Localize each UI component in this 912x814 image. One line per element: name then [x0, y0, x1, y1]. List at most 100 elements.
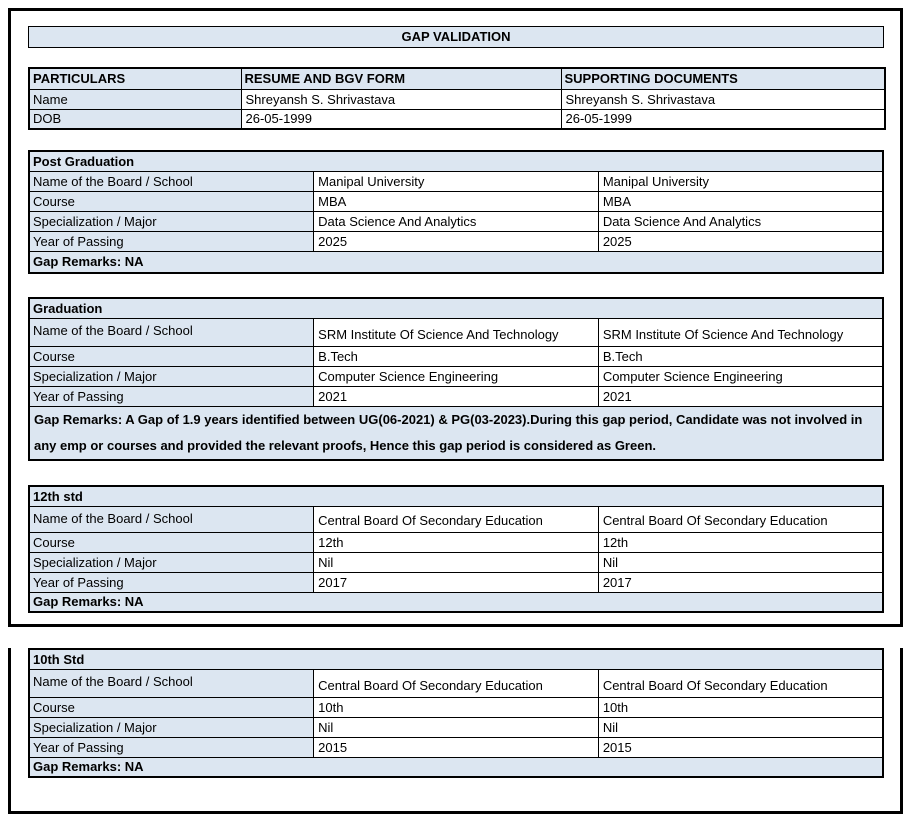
- resume-value-cell: Data Science And Analytics: [313, 210, 599, 232]
- supporting-value-cell: Data Science And Analytics: [597, 210, 884, 232]
- section-table-post-graduation: Post Graduation Name of the Board / Scho…: [28, 150, 884, 274]
- resume-value-cell: 12th: [313, 531, 599, 553]
- gap-remarks-row: Gap Remarks: NA: [28, 756, 884, 778]
- resume-value-cell: 2021: [313, 385, 599, 407]
- row-label-cell: Year of Passing: [28, 571, 315, 593]
- table-row: Name Shreyansh S. Shrivastava Shreyansh …: [28, 88, 886, 110]
- section-table-10th-std: 10th Std Name of the Board / School Cent…: [28, 648, 884, 778]
- table-row: Specialization / Major Nil Nil: [28, 716, 884, 738]
- resume-value-cell: 2025: [313, 230, 599, 252]
- table-row: Course B.Tech B.Tech: [28, 345, 884, 367]
- supporting-value-cell: 26-05-1999: [560, 108, 886, 130]
- row-label-cell: Year of Passing: [28, 736, 315, 758]
- resume-value-cell: 2017: [313, 571, 599, 593]
- gap-remarks-row: Gap Remarks: A Gap of 1.9 years identifi…: [28, 405, 884, 461]
- resume-value-cell: SRM Institute Of Science And Technology: [313, 317, 599, 347]
- supporting-value-cell: 2021: [597, 385, 884, 407]
- row-label-cell: Name of the Board / School: [28, 668, 315, 698]
- section-title-cell: 10th Std: [28, 648, 884, 670]
- row-label-cell: Name: [28, 88, 242, 110]
- section-title-cell: 12th std: [28, 485, 884, 507]
- supporting-value-cell: 2025: [597, 230, 884, 252]
- supporting-value-cell: Central Board Of Secondary Education: [597, 505, 884, 533]
- row-label-cell: Course: [28, 531, 315, 553]
- row-label-cell: Specialization / Major: [28, 365, 315, 387]
- row-label-cell: Course: [28, 345, 315, 367]
- row-label-cell: DOB: [28, 108, 242, 130]
- section-table-graduation: Graduation Name of the Board / School SR…: [28, 297, 884, 461]
- resume-value-cell: 26-05-1999: [240, 108, 562, 130]
- section-title-cell: Post Graduation: [28, 150, 884, 172]
- resume-value-cell: Nil: [313, 551, 599, 573]
- row-label-cell: Name of the Board / School: [28, 317, 315, 347]
- page: { "page": { "title": "GAP VALIDATION" },…: [0, 8, 912, 814]
- row-label-cell: Year of Passing: [28, 230, 315, 252]
- supporting-value-cell: Nil: [597, 551, 884, 573]
- resume-value-cell: Nil: [313, 716, 599, 738]
- table-row: Name of the Board / School SRM Institute…: [28, 317, 884, 347]
- resume-value-cell: MBA: [313, 190, 599, 212]
- table-row: Course 10th 10th: [28, 696, 884, 718]
- gap-remark-cell: Gap Remarks: NA: [28, 756, 884, 778]
- resume-value-cell: Shreyansh S. Shrivastava: [240, 88, 562, 110]
- section-table-12th-std: 12th std Name of the Board / School Cent…: [28, 485, 884, 613]
- table-row: Name of the Board / School Manipal Unive…: [28, 170, 884, 192]
- resume-value-cell: 2015: [313, 736, 599, 758]
- section-title-row: 12th std: [28, 485, 884, 507]
- table-row: Year of Passing 2021 2021: [28, 385, 884, 407]
- row-label-cell: Specialization / Major: [28, 210, 315, 232]
- row-label-cell: Name of the Board / School: [28, 170, 315, 192]
- supporting-value-cell: 12th: [597, 531, 884, 553]
- row-label-cell: Course: [28, 696, 315, 718]
- section-title-row: Graduation: [28, 297, 884, 319]
- column-header-particulars: PARTICULARS: [28, 67, 242, 90]
- gap-remark-cell: Gap Remarks: NA: [28, 591, 884, 613]
- supporting-value-cell: Nil: [597, 716, 884, 738]
- supporting-value-cell: Shreyansh S. Shrivastava: [560, 88, 886, 110]
- table-row: Year of Passing 2025 2025: [28, 230, 884, 252]
- particulars-table: PARTICULARS RESUME AND BGV FORM SUPPORTI…: [28, 67, 886, 130]
- gap-remark-cell: Gap Remarks: A Gap of 1.9 years identifi…: [28, 405, 884, 461]
- page-title-text: GAP VALIDATION: [401, 29, 511, 44]
- table-header-row: PARTICULARS RESUME AND BGV FORM SUPPORTI…: [28, 67, 886, 90]
- supporting-value-cell: MBA: [597, 190, 884, 212]
- resume-value-cell: Manipal University: [313, 170, 599, 192]
- resume-value-cell: B.Tech: [313, 345, 599, 367]
- row-label-cell: Name of the Board / School: [28, 505, 315, 533]
- column-header-supporting-docs: SUPPORTING DOCUMENTS: [560, 67, 886, 90]
- table-row: Specialization / Major Computer Science …: [28, 365, 884, 387]
- row-label-cell: Specialization / Major: [28, 716, 315, 738]
- table-row: Course MBA MBA: [28, 190, 884, 212]
- table-row: Name of the Board / School Central Board…: [28, 668, 884, 698]
- page-title: GAP VALIDATION: [28, 26, 884, 48]
- upper-frame: GAP VALIDATION PARTICULARS RESUME AND BG…: [8, 8, 903, 627]
- table-row: DOB 26-05-1999 26-05-1999: [28, 108, 886, 130]
- resume-value-cell: Central Board Of Secondary Education: [313, 668, 599, 698]
- table-row: Specialization / Major Nil Nil: [28, 551, 884, 573]
- row-label-cell: Year of Passing: [28, 385, 315, 407]
- gap-remarks-row: Gap Remarks: NA: [28, 250, 884, 274]
- row-label-cell: Course: [28, 190, 315, 212]
- gap-remark-cell: Gap Remarks: NA: [28, 250, 884, 274]
- section-title-cell: Graduation: [28, 297, 884, 319]
- resume-value-cell: Central Board Of Secondary Education: [313, 505, 599, 533]
- column-header-resume-bgv: RESUME AND BGV FORM: [240, 67, 562, 90]
- supporting-value-cell: Manipal University: [597, 170, 884, 192]
- section-title-row: 10th Std: [28, 648, 884, 670]
- gap-remarks-row: Gap Remarks: NA: [28, 591, 884, 613]
- supporting-value-cell: 10th: [597, 696, 884, 718]
- supporting-value-cell: Central Board Of Secondary Education: [597, 668, 884, 698]
- resume-value-cell: Computer Science Engineering: [313, 365, 599, 387]
- table-row: Specialization / Major Data Science And …: [28, 210, 884, 232]
- supporting-value-cell: 2017: [597, 571, 884, 593]
- table-row: Year of Passing 2015 2015: [28, 736, 884, 758]
- supporting-value-cell: B.Tech: [597, 345, 884, 367]
- supporting-value-cell: Computer Science Engineering: [597, 365, 884, 387]
- row-label-cell: Specialization / Major: [28, 551, 315, 573]
- resume-value-cell: 10th: [313, 696, 599, 718]
- supporting-value-cell: 2015: [597, 736, 884, 758]
- supporting-value-cell: SRM Institute Of Science And Technology: [597, 317, 884, 347]
- table-row: Name of the Board / School Central Board…: [28, 505, 884, 533]
- lower-frame: 10th Std Name of the Board / School Cent…: [8, 648, 903, 814]
- section-title-row: Post Graduation: [28, 150, 884, 172]
